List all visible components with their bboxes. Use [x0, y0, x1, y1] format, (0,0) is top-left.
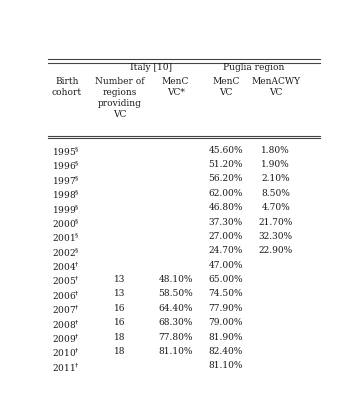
- Text: 24.70%: 24.70%: [209, 246, 243, 255]
- Text: 13: 13: [114, 289, 126, 298]
- Text: 81.10%: 81.10%: [209, 360, 243, 369]
- Text: 27.00%: 27.00%: [209, 231, 243, 240]
- Text: 45.60%: 45.60%: [209, 145, 243, 154]
- Text: 2000$^{\S}$: 2000$^{\S}$: [52, 217, 80, 229]
- Text: 2001$^{\S}$: 2001$^{\S}$: [52, 231, 80, 244]
- Text: 46.80%: 46.80%: [209, 202, 243, 212]
- Text: 16: 16: [114, 303, 126, 312]
- Text: 18: 18: [114, 346, 126, 355]
- Text: 1996$^{\S}$: 1996$^{\S}$: [52, 160, 80, 172]
- Text: 1998$^{\S}$: 1998$^{\S}$: [52, 188, 80, 201]
- Text: 82.40%: 82.40%: [209, 346, 243, 355]
- Text: 2010$^{\dagger}$: 2010$^{\dagger}$: [52, 346, 80, 358]
- Text: 79.00%: 79.00%: [209, 318, 243, 326]
- Text: 2007$^{\dagger}$: 2007$^{\dagger}$: [52, 303, 80, 315]
- Text: 51.20%: 51.20%: [209, 160, 243, 168]
- Text: 18: 18: [114, 332, 126, 341]
- Text: Italy [10]: Italy [10]: [130, 63, 172, 72]
- Text: 22.90%: 22.90%: [259, 246, 293, 255]
- Text: 1.90%: 1.90%: [261, 160, 290, 168]
- Text: 74.50%: 74.50%: [209, 289, 243, 298]
- Text: 48.10%: 48.10%: [158, 274, 193, 283]
- Text: 58.50%: 58.50%: [158, 289, 193, 298]
- Text: 64.40%: 64.40%: [158, 303, 193, 312]
- Text: 81.90%: 81.90%: [209, 332, 243, 341]
- Text: 8.50%: 8.50%: [261, 188, 290, 197]
- Text: 2006$^{\dagger}$: 2006$^{\dagger}$: [52, 289, 80, 301]
- Text: 2002$^{\S}$: 2002$^{\S}$: [52, 246, 80, 258]
- Text: 77.90%: 77.90%: [209, 303, 243, 312]
- Text: 2004$^{\dagger}$: 2004$^{\dagger}$: [52, 260, 80, 273]
- Text: Birth
cohort: Birth cohort: [52, 77, 82, 97]
- Text: 81.10%: 81.10%: [158, 346, 193, 355]
- Text: 37.30%: 37.30%: [209, 217, 243, 226]
- Text: 2.10%: 2.10%: [261, 174, 290, 183]
- Text: 1999$^{\S}$: 1999$^{\S}$: [52, 202, 80, 215]
- Text: MenC
VC: MenC VC: [212, 77, 239, 97]
- Text: 4.70%: 4.70%: [261, 202, 290, 212]
- Text: 2005$^{\dagger}$: 2005$^{\dagger}$: [52, 274, 80, 287]
- Text: 1.80%: 1.80%: [261, 145, 290, 154]
- Text: Number of
regions
providing
VC: Number of regions providing VC: [95, 77, 145, 119]
- Text: 1997$^{\S}$: 1997$^{\S}$: [52, 174, 80, 186]
- Text: 2011$^{\dagger}$: 2011$^{\dagger}$: [52, 360, 80, 373]
- Text: 1995$^{\S}$: 1995$^{\S}$: [52, 145, 80, 158]
- Text: MenC
VC*: MenC VC*: [162, 77, 189, 97]
- Text: 13: 13: [114, 274, 126, 283]
- Text: 56.20%: 56.20%: [209, 174, 243, 183]
- Text: 32.30%: 32.30%: [259, 231, 293, 240]
- Text: 2008$^{\dagger}$: 2008$^{\dagger}$: [52, 318, 80, 330]
- Text: Puglia region: Puglia region: [223, 63, 284, 72]
- Text: 65.00%: 65.00%: [209, 274, 243, 283]
- Text: 77.80%: 77.80%: [158, 332, 193, 341]
- Text: 16: 16: [114, 318, 126, 326]
- Text: MenACWY
VC: MenACWY VC: [251, 77, 300, 97]
- Text: 2009$^{\dagger}$: 2009$^{\dagger}$: [52, 332, 80, 344]
- Text: 62.00%: 62.00%: [209, 188, 243, 197]
- Text: 21.70%: 21.70%: [258, 217, 293, 226]
- Text: 47.00%: 47.00%: [209, 260, 243, 269]
- Text: 68.30%: 68.30%: [158, 318, 193, 326]
